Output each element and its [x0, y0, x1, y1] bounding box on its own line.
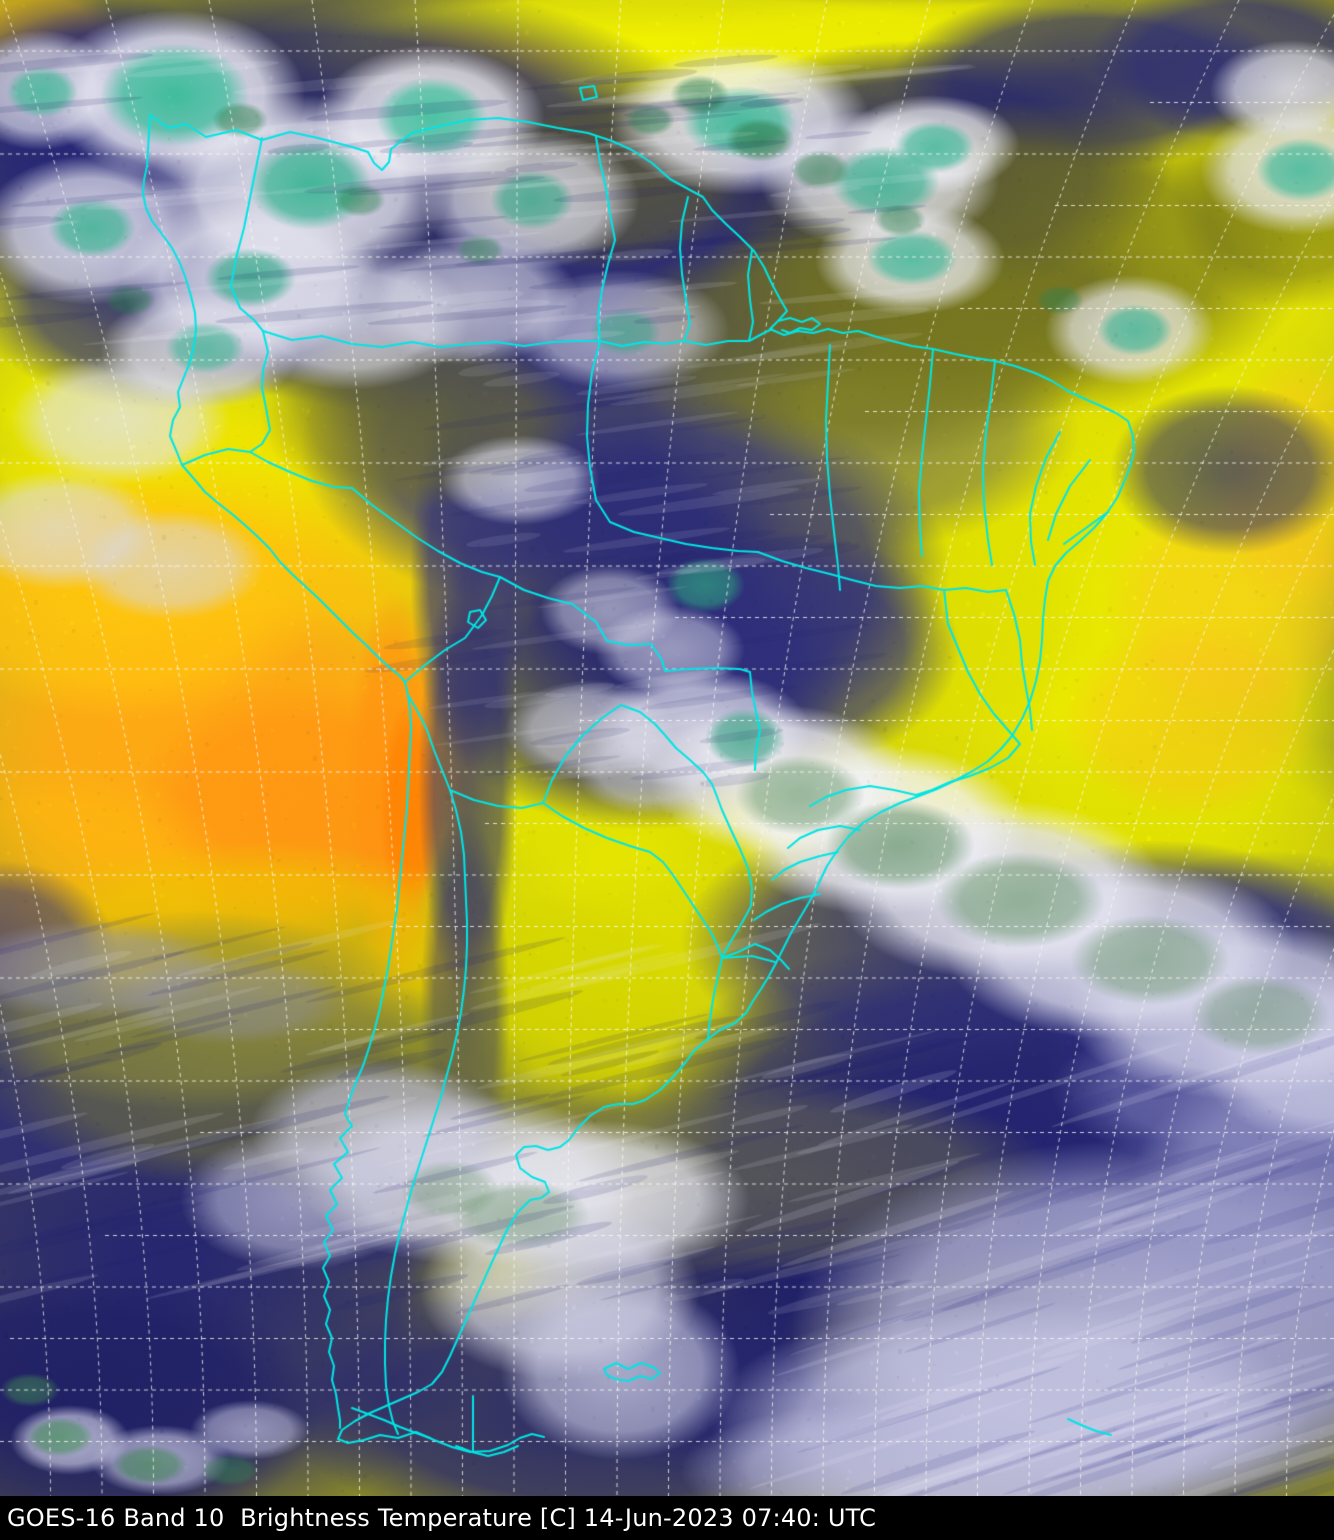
caption-text: GOES-16 Band 10 Brightness Temperature [… — [7, 1504, 877, 1532]
satellite-image-canvas — [0, 0, 1334, 1496]
caption-bar: GOES-16 Band 10 Brightness Temperature [… — [0, 1496, 1334, 1540]
